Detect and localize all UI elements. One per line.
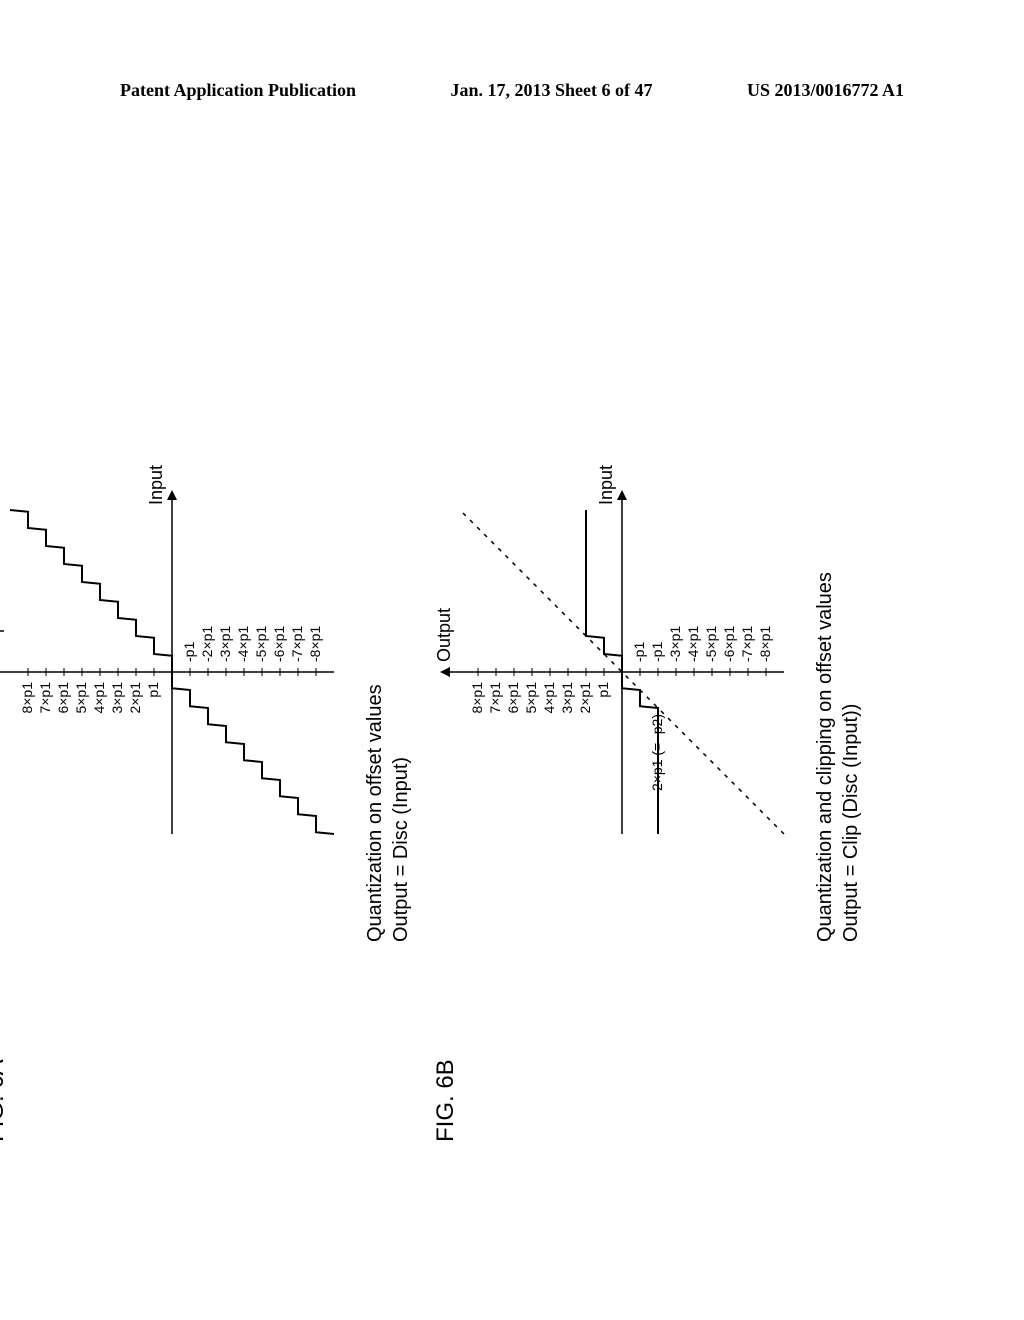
fig-6a-chart: Output Input p1 -p1 2×p1 -2×p1 3×p1 -3×p1 4×p1 -4…: [0, 322, 362, 1022]
header-center: Jan. 17, 2013 Sheet 6 of 47: [451, 80, 653, 101]
svg-text:7×p1: 7×p1: [37, 682, 53, 714]
svg-text:Input: Input: [146, 465, 166, 505]
svg-text:p1: p1: [595, 682, 611, 698]
fig-6b-caption-line2: Output = Clip (Disc (Input)): [840, 704, 862, 942]
svg-text:-p1: -p1: [631, 642, 647, 662]
svg-text:6×p1: 6×p1: [505, 682, 521, 714]
header-left: Patent Application Publication: [120, 80, 356, 101]
fig-6b-caption-line1: Quantization and clipping on offset valu…: [814, 572, 836, 942]
svg-text:7×p1: 7×p1: [487, 682, 503, 714]
fig-6b-chart: Output Input p1 -p1 2×p1 -p1 3×p1 -3×p1 4×p1 -4×p…: [432, 322, 812, 1022]
header-right: US 2013/0016772 A1: [747, 80, 904, 101]
fig-6a-caption-line1: Quantization on offset values: [364, 684, 386, 942]
svg-text:-4×p1: -4×p1: [685, 626, 701, 662]
svg-text:-2×p1: -2×p1: [199, 626, 215, 662]
svg-text:-7×p1: -7×p1: [289, 626, 305, 662]
svg-text:-4×p1: -4×p1: [235, 626, 251, 662]
figure-area: FIG. 6A OutputInputp1-p12×p1-2×p13×p1-3×…: [0, 278, 1024, 1102]
svg-text:-p1: -p1: [649, 642, 665, 662]
fig-6a-label: FIG. 6A: [0, 1059, 10, 1142]
fig-6b-label: FIG. 6B: [432, 1059, 460, 1142]
svg-text:-3×p1: -3×p1: [667, 626, 683, 662]
svg-text:-5×p1: -5×p1: [703, 626, 719, 662]
svg-text:8×p1: 8×p1: [19, 682, 35, 714]
svg-text:-6×p1: -6×p1: [721, 626, 737, 662]
fig-6a-caption: Quantization on offset values Output = D…: [362, 684, 414, 942]
svg-text:-8×p1: -8×p1: [307, 626, 323, 662]
svg-text:5×p1: 5×p1: [523, 682, 539, 714]
svg-text:p1: p1: [145, 682, 161, 698]
svg-text:-8×p1: -8×p1: [757, 626, 773, 662]
fig-6a-caption-line2: Output = Disc (Input): [390, 757, 412, 942]
svg-text:-p1: -p1: [181, 642, 197, 662]
svg-text:4×p1: 4×p1: [91, 682, 107, 714]
svg-text:-2×p1 (= -p2): -2×p1 (= -p2): [649, 714, 665, 796]
svg-text:3×p1: 3×p1: [559, 682, 575, 714]
svg-text:-7×p1: -7×p1: [739, 626, 755, 662]
svg-text:-3×p1: -3×p1: [217, 626, 233, 662]
svg-text:4×p1: 4×p1: [541, 682, 557, 714]
svg-text:-6×p1: -6×p1: [271, 626, 287, 662]
svg-text:2×p1: 2×p1: [127, 682, 143, 714]
svg-text:-5×p1: -5×p1: [253, 626, 269, 662]
svg-text:8×p1: 8×p1: [469, 682, 485, 714]
svg-text:5×p1: 5×p1: [73, 682, 89, 714]
svg-text:Output: Output: [0, 608, 4, 662]
svg-text:2×p1: 2×p1: [577, 682, 593, 714]
svg-text:6×p1: 6×p1: [55, 682, 71, 714]
fig-6b-caption: Quantization and clipping on offset valu…: [812, 572, 864, 942]
svg-text:Input: Input: [596, 465, 616, 505]
svg-text:Output: Output: [434, 608, 454, 662]
page-header: Patent Application Publication Jan. 17, …: [0, 80, 1024, 101]
svg-text:3×p1: 3×p1: [109, 682, 125, 714]
